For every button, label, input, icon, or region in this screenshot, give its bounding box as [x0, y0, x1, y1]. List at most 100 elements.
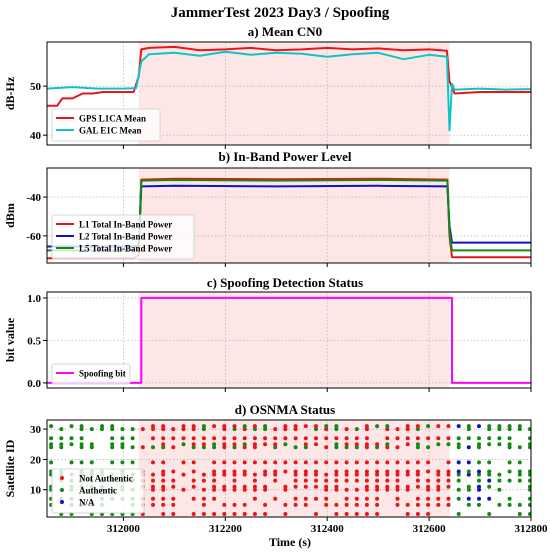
data-point	[395, 496, 400, 501]
data-point	[395, 484, 400, 489]
data-point	[517, 472, 522, 477]
panels: a) Mean CN0 40 50 dB-Hz GPS L1CA Mean GAL E1C…	[3, 24, 548, 535]
data-point	[201, 502, 206, 507]
data-point	[212, 469, 217, 474]
y-axis-label: dBm	[3, 203, 17, 228]
data-point	[385, 469, 390, 474]
legend-marker	[60, 500, 64, 504]
data-point	[263, 487, 268, 492]
data-point	[436, 478, 441, 483]
data-point	[222, 436, 227, 441]
data-point	[415, 472, 420, 477]
data-point	[314, 436, 318, 441]
data-point	[446, 424, 451, 429]
data-point	[252, 442, 257, 447]
data-point	[436, 424, 441, 429]
data-point	[487, 469, 492, 474]
data-point	[324, 427, 329, 432]
data-point	[303, 472, 308, 477]
panel-title: c) Spoofing Detection Status	[207, 275, 363, 290]
data-point	[334, 469, 339, 474]
legend-box	[51, 214, 195, 260]
data-point	[426, 460, 431, 465]
data-point	[436, 469, 441, 474]
data-point	[314, 472, 318, 477]
data-point	[120, 436, 125, 441]
data-point	[528, 445, 531, 450]
data-point	[507, 436, 512, 441]
data-point	[446, 469, 451, 474]
y-axis-label: bit value	[3, 317, 17, 362]
data-point	[120, 460, 125, 465]
data-point	[69, 436, 74, 441]
data-point	[201, 512, 206, 516]
data-point	[487, 427, 492, 432]
legend-label: L2 Total In-Band Power	[79, 232, 172, 242]
x-tick-label: 312400	[311, 523, 345, 535]
data-point	[242, 436, 247, 441]
data-point	[303, 469, 308, 474]
data-point	[528, 472, 531, 477]
data-point	[364, 460, 369, 465]
data-point	[100, 427, 104, 432]
data-point	[334, 460, 339, 465]
data-point	[222, 469, 227, 474]
data-point	[385, 427, 390, 432]
data-point	[293, 502, 298, 507]
data-point	[59, 436, 64, 441]
data-point	[344, 460, 349, 465]
data-point	[252, 460, 257, 465]
data-point	[232, 424, 237, 429]
data-point	[334, 442, 339, 447]
data-point	[130, 436, 135, 441]
data-point	[283, 427, 288, 432]
data-point	[405, 484, 410, 489]
data-point	[100, 424, 104, 429]
data-point	[456, 469, 461, 474]
data-point	[456, 424, 461, 429]
data-point	[466, 460, 471, 465]
axes-frame	[46, 291, 532, 389]
data-point	[314, 427, 318, 432]
y-tick-label: -40	[26, 192, 41, 204]
data-point	[446, 478, 451, 483]
data-point	[385, 484, 390, 489]
data-point	[212, 487, 217, 492]
data-point	[405, 436, 410, 441]
data-point	[426, 487, 431, 492]
data-point	[354, 487, 359, 492]
legend: GPS L1CA Mean GAL E1C Mean	[51, 108, 161, 142]
legend-label: Spoofing bit	[79, 369, 126, 379]
x-axis-label: Time (s)	[269, 535, 311, 549]
data-point	[151, 460, 155, 465]
data-point	[487, 478, 492, 483]
data-point	[232, 436, 237, 441]
data-point	[293, 424, 298, 429]
x-tick-label: 312600	[413, 523, 447, 535]
data-point	[456, 472, 461, 477]
data-point	[487, 460, 492, 465]
data-point	[354, 472, 359, 477]
data-point	[140, 445, 145, 450]
data-point	[477, 424, 481, 429]
data-point	[252, 427, 257, 432]
data-point	[314, 442, 318, 447]
data-point	[293, 469, 298, 474]
data-point	[436, 436, 441, 441]
data-point	[477, 478, 481, 483]
data-point	[314, 469, 318, 474]
data-point	[89, 445, 94, 450]
data-point	[385, 424, 390, 429]
legend-marker	[60, 488, 64, 492]
data-point	[201, 424, 206, 429]
data-point	[477, 502, 481, 507]
data-point	[59, 445, 64, 450]
data-point	[528, 502, 531, 507]
data-point	[273, 460, 278, 465]
spoofing-span	[138, 42, 450, 145]
data-point	[201, 472, 206, 477]
data-point	[242, 460, 247, 465]
legend-label: L5 Total In-Band Power	[79, 244, 172, 254]
data-point	[79, 460, 84, 465]
data-point	[212, 478, 217, 483]
